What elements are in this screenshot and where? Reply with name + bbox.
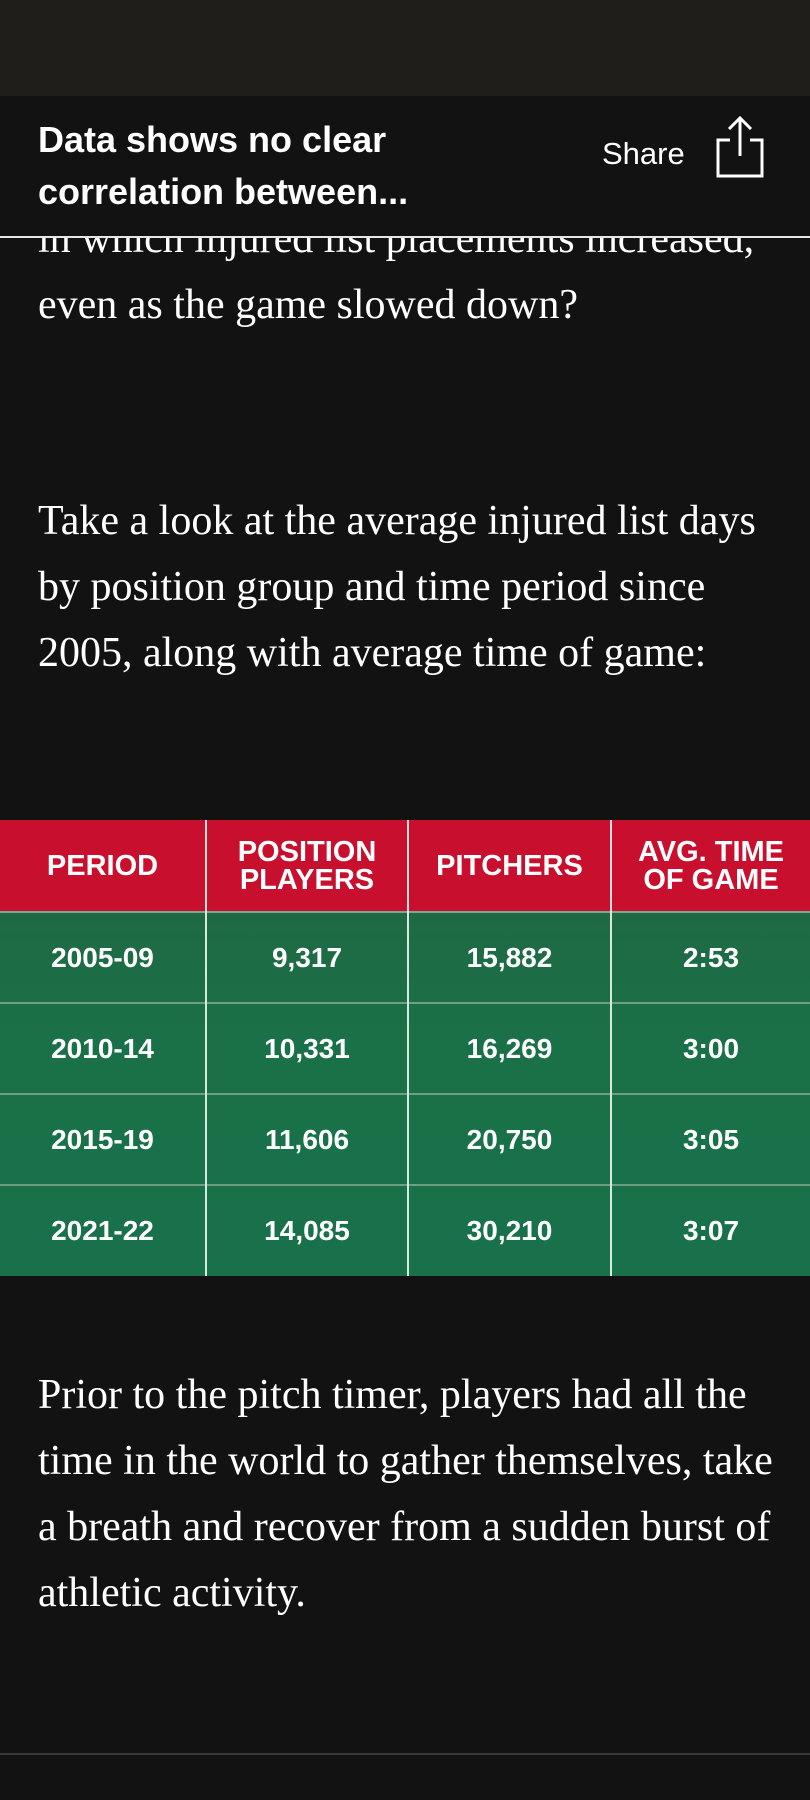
table-cell-pitchers: 16,269 [407,1002,611,1094]
table-cell-period: 2021-22 [0,1184,206,1276]
header-title: Data shows no clear correlation between.… [38,119,409,212]
table-cell-position-players: 9,317 [205,911,408,1003]
table-cell-pitchers: 15,882 [407,911,611,1003]
share-icon[interactable] [712,112,768,182]
table-cell-position-players: 11,606 [205,1093,408,1185]
table-row: 2021-22 14,085 30,210 3:07 [0,1184,810,1276]
article-paragraph-closing: Prior to the pitch timer, players had al… [38,1372,773,1616]
table-cell-period: 2010-14 [0,1002,206,1094]
article-paragraph-intro: Take a look at the average injured list … [38,498,756,676]
table-cell-pitchers: 30,210 [407,1184,611,1276]
table-row: 2010-14 10,331 16,269 3:00 [0,1002,810,1094]
column-header-position-players-text: POSITION PLAYERS [237,835,377,896]
column-header-period: PERIOD [46,849,159,882]
table-cell-period: 2005-09 [0,911,206,1003]
table-cell-period: 2015-19 [0,1093,206,1185]
table-cell-position-players: 14,085 [205,1184,408,1276]
table-cell-avg-time: 2:53 [610,911,810,1003]
column-header-avg-time: AVG. TIME OF GAME [610,820,810,912]
injured-list-table: PERIOD POSITION PLAYERS PITCHERS AVG. TI… [0,820,810,1276]
table-cell-avg-time: 3:05 [610,1093,810,1185]
bottom-bar [0,1755,810,1800]
share-button[interactable]: Share [602,136,685,171]
status-bar [0,0,810,96]
table-cell-avg-time: 3:07 [610,1184,810,1276]
table-cell-position-players: 10,331 [205,1002,408,1094]
table-header-row: PERIOD POSITION PLAYERS PITCHERS AVG. TI… [0,820,810,912]
table-row: 2015-19 11,606 20,750 3:05 [0,1093,810,1185]
column-header-avg-time-text: AVG. TIME OF GAME [637,835,785,896]
table-cell-pitchers: 20,750 [407,1093,611,1185]
table-cell-avg-time: 3:00 [610,1002,810,1094]
table-row: 2005-09 9,317 15,882 2:53 [0,911,810,1003]
column-header-pitchers: PITCHERS [407,820,611,912]
article-header: Data shows no clear correlation between.… [0,96,810,238]
column-header-position-players: POSITION PLAYERS [205,820,408,912]
bottom-divider [0,1753,810,1755]
